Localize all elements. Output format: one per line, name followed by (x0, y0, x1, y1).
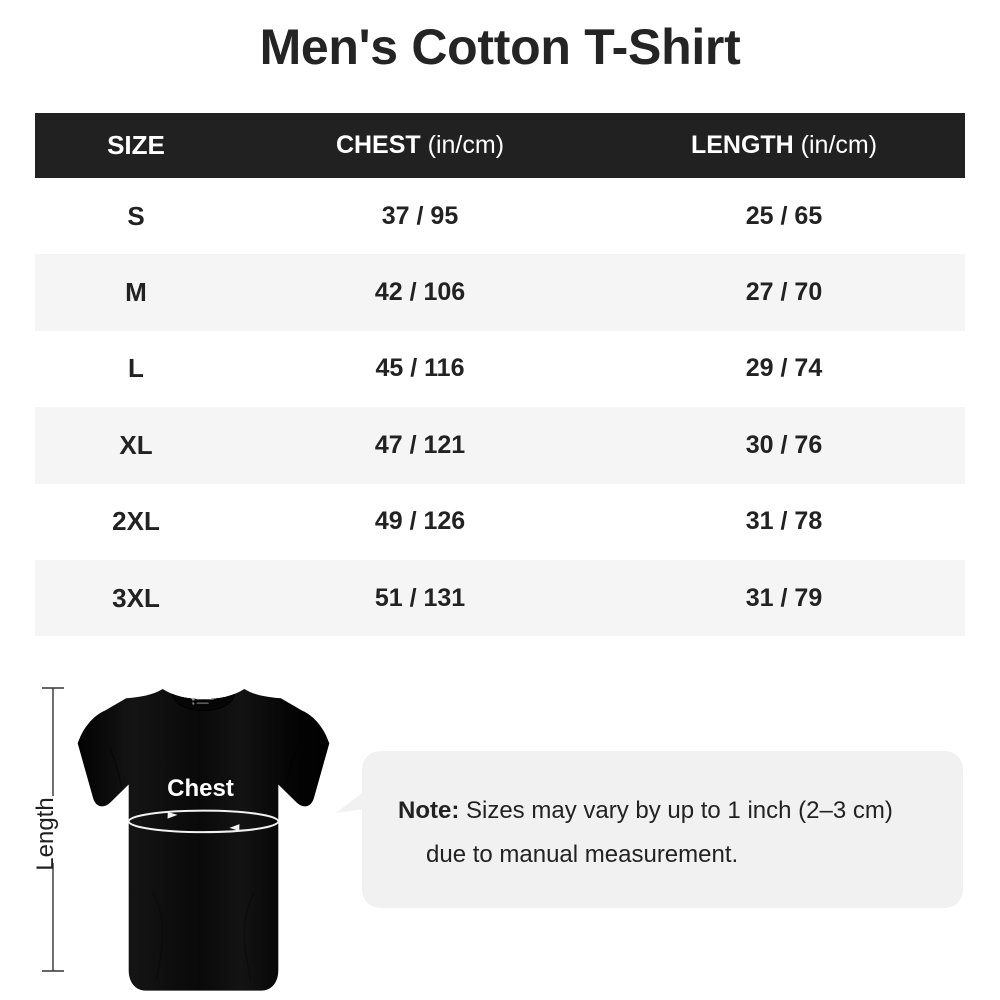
svg-text:Length: Length (32, 797, 59, 870)
